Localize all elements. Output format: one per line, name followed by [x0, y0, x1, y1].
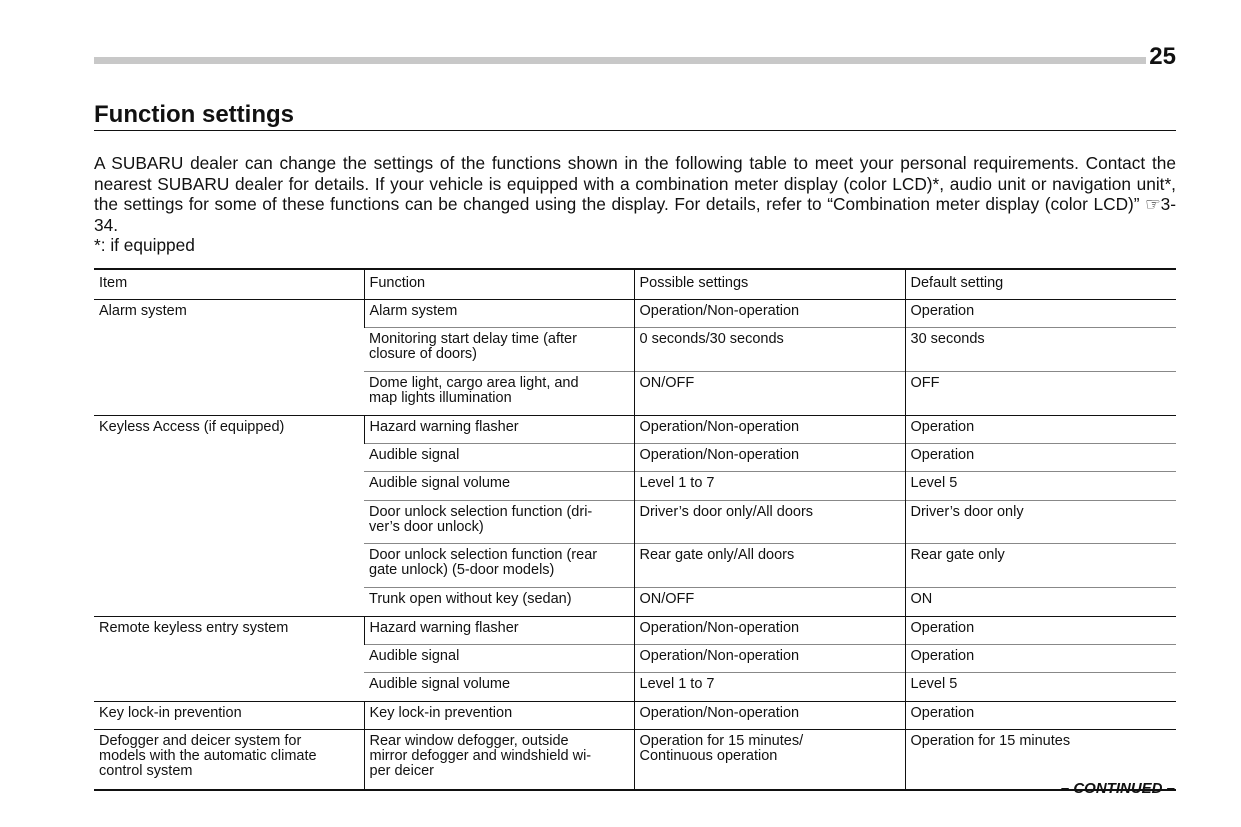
cell-function: Audible signal volume: [364, 672, 634, 702]
cell-default-setting: Operation: [904, 616, 1176, 645]
title-rule: [94, 130, 1176, 131]
table-row: Alarm system Alarm system Operation/Non-op…: [94, 299, 1176, 416]
header-rule: [94, 57, 1146, 64]
cell-function: Hazard warning flasher: [363, 415, 634, 444]
cell-possible-settings: Operation/Non-operation: [633, 644, 905, 673]
cell-possible-settings: Operation/Non-operation: [633, 616, 905, 645]
cell-possible-settings: ON/OFF: [633, 587, 905, 617]
cell-item: Remote keyless entry system: [94, 616, 364, 702]
cell-function: Trunk open without key (sedan): [364, 587, 634, 617]
table-row: Key lock-in prevention Key lock-in preven…: [94, 701, 1176, 730]
cell-possible-settings: Operation/Non-operation: [633, 299, 905, 328]
table-row: Audible signal Operation/Non-operation Ope…: [94, 443, 1176, 472]
cell-default-setting: 30 seconds: [904, 327, 1176, 372]
cell-default-setting: Driver’s door only: [904, 500, 1176, 544]
cell-possible-settings: ON/OFF: [633, 371, 905, 416]
cell-possible-settings: Operation/Non-operation: [633, 701, 905, 730]
table-row: Audible signal volume Level 1 to 7 Level 5: [94, 471, 1176, 501]
header-function: Function: [363, 268, 634, 300]
cell-default-setting: Rear gate only: [904, 543, 1176, 588]
table-row: Keyless Access (if equipped) Hazard warni…: [94, 415, 1176, 617]
cell-default-setting: Operation: [904, 299, 1176, 328]
function-settings-table: Item Function Possible settings Default …: [94, 268, 1176, 791]
cell-default-setting: Operation: [904, 644, 1176, 673]
header-possible-settings: Possible settings: [633, 268, 905, 300]
cell-default-setting: Level 5: [904, 672, 1176, 702]
cell-function: Audible signal volume: [364, 471, 634, 501]
cell-function: Monitoring start delay time (after closu…: [364, 327, 634, 372]
cell-function: Hazard warning flasher: [363, 616, 634, 645]
table-row: Dome light, cargo area light, and map li…: [94, 371, 1176, 416]
intro-paragraph: A SUBARU dealer can change the settings …: [94, 153, 1176, 235]
cell-function: Key lock-in prevention: [363, 701, 634, 730]
page-number: 25: [1149, 43, 1176, 70]
table-row: Remote keyless entry system Hazard warnin…: [94, 616, 1176, 702]
cell-default-setting: ON: [904, 587, 1176, 617]
cell-function: Rear window defogger, outside mirror def…: [363, 729, 634, 791]
cell-item: Defogger and deicer system for models wi…: [94, 729, 364, 791]
intro-text: A SUBARU dealer can change the settings …: [94, 153, 1176, 235]
table-header-row: Item Function Possible settings Default …: [94, 268, 1176, 300]
cell-function: Door unlock selection function (dri- ver…: [364, 500, 634, 544]
cell-possible-settings: Operation/Non-operation: [633, 443, 905, 472]
cell-possible-settings: Operation for 15 minutes/ Continuous ope…: [633, 729, 905, 791]
cell-function: Audible signal: [364, 443, 634, 472]
cell-default-setting: Operation: [904, 443, 1176, 472]
continued-label: – CONTINUED –: [1060, 780, 1175, 797]
table-row: Door unlock selection function (rear gat…: [94, 543, 1176, 588]
cell-item: Key lock-in prevention: [94, 701, 364, 730]
header-default-setting: Default setting: [904, 268, 1176, 300]
cell-function: Dome light, cargo area light, and map li…: [364, 371, 634, 416]
cell-default-setting: Level 5: [904, 471, 1176, 501]
cell-default-setting: Operation: [904, 701, 1176, 730]
page-title: Function settings: [94, 101, 294, 128]
table-row: Audible signal Operation/Non-operation Ope…: [94, 644, 1176, 673]
table-row: Door unlock selection function (dri- ver…: [94, 500, 1176, 544]
cell-possible-settings: Driver’s door only/All doors: [633, 500, 905, 544]
table-row: Defogger and deicer system for models wi…: [94, 729, 1176, 791]
cell-possible-settings: Level 1 to 7: [633, 471, 905, 501]
table-row: Trunk open without key (sedan) ON/OFF ON: [94, 587, 1176, 617]
header-item: Item: [94, 268, 364, 300]
cell-function: Door unlock selection function (rear gat…: [364, 543, 634, 588]
cell-possible-settings: Operation/Non-operation: [633, 415, 905, 444]
cell-possible-settings: Rear gate only/All doors: [633, 543, 905, 588]
cell-item: Keyless Access (if equipped): [94, 415, 364, 617]
footnote: *: if equipped: [94, 235, 195, 255]
cell-default-setting: Operation: [904, 415, 1176, 444]
cell-function: Audible signal: [364, 644, 634, 673]
cell-default-setting: Operation for 15 minutes: [904, 729, 1176, 791]
cell-default-setting: OFF: [904, 371, 1176, 416]
cell-item: Alarm system: [94, 299, 364, 416]
cell-possible-settings: 0 seconds/30 seconds: [633, 327, 905, 372]
cell-function: Alarm system: [363, 299, 634, 328]
cell-possible-settings: Level 1 to 7: [633, 672, 905, 702]
table-row: Monitoring start delay time (after closu…: [94, 327, 1176, 372]
table-row: Audible signal volume Level 1 to 7 Level 5: [94, 672, 1176, 702]
